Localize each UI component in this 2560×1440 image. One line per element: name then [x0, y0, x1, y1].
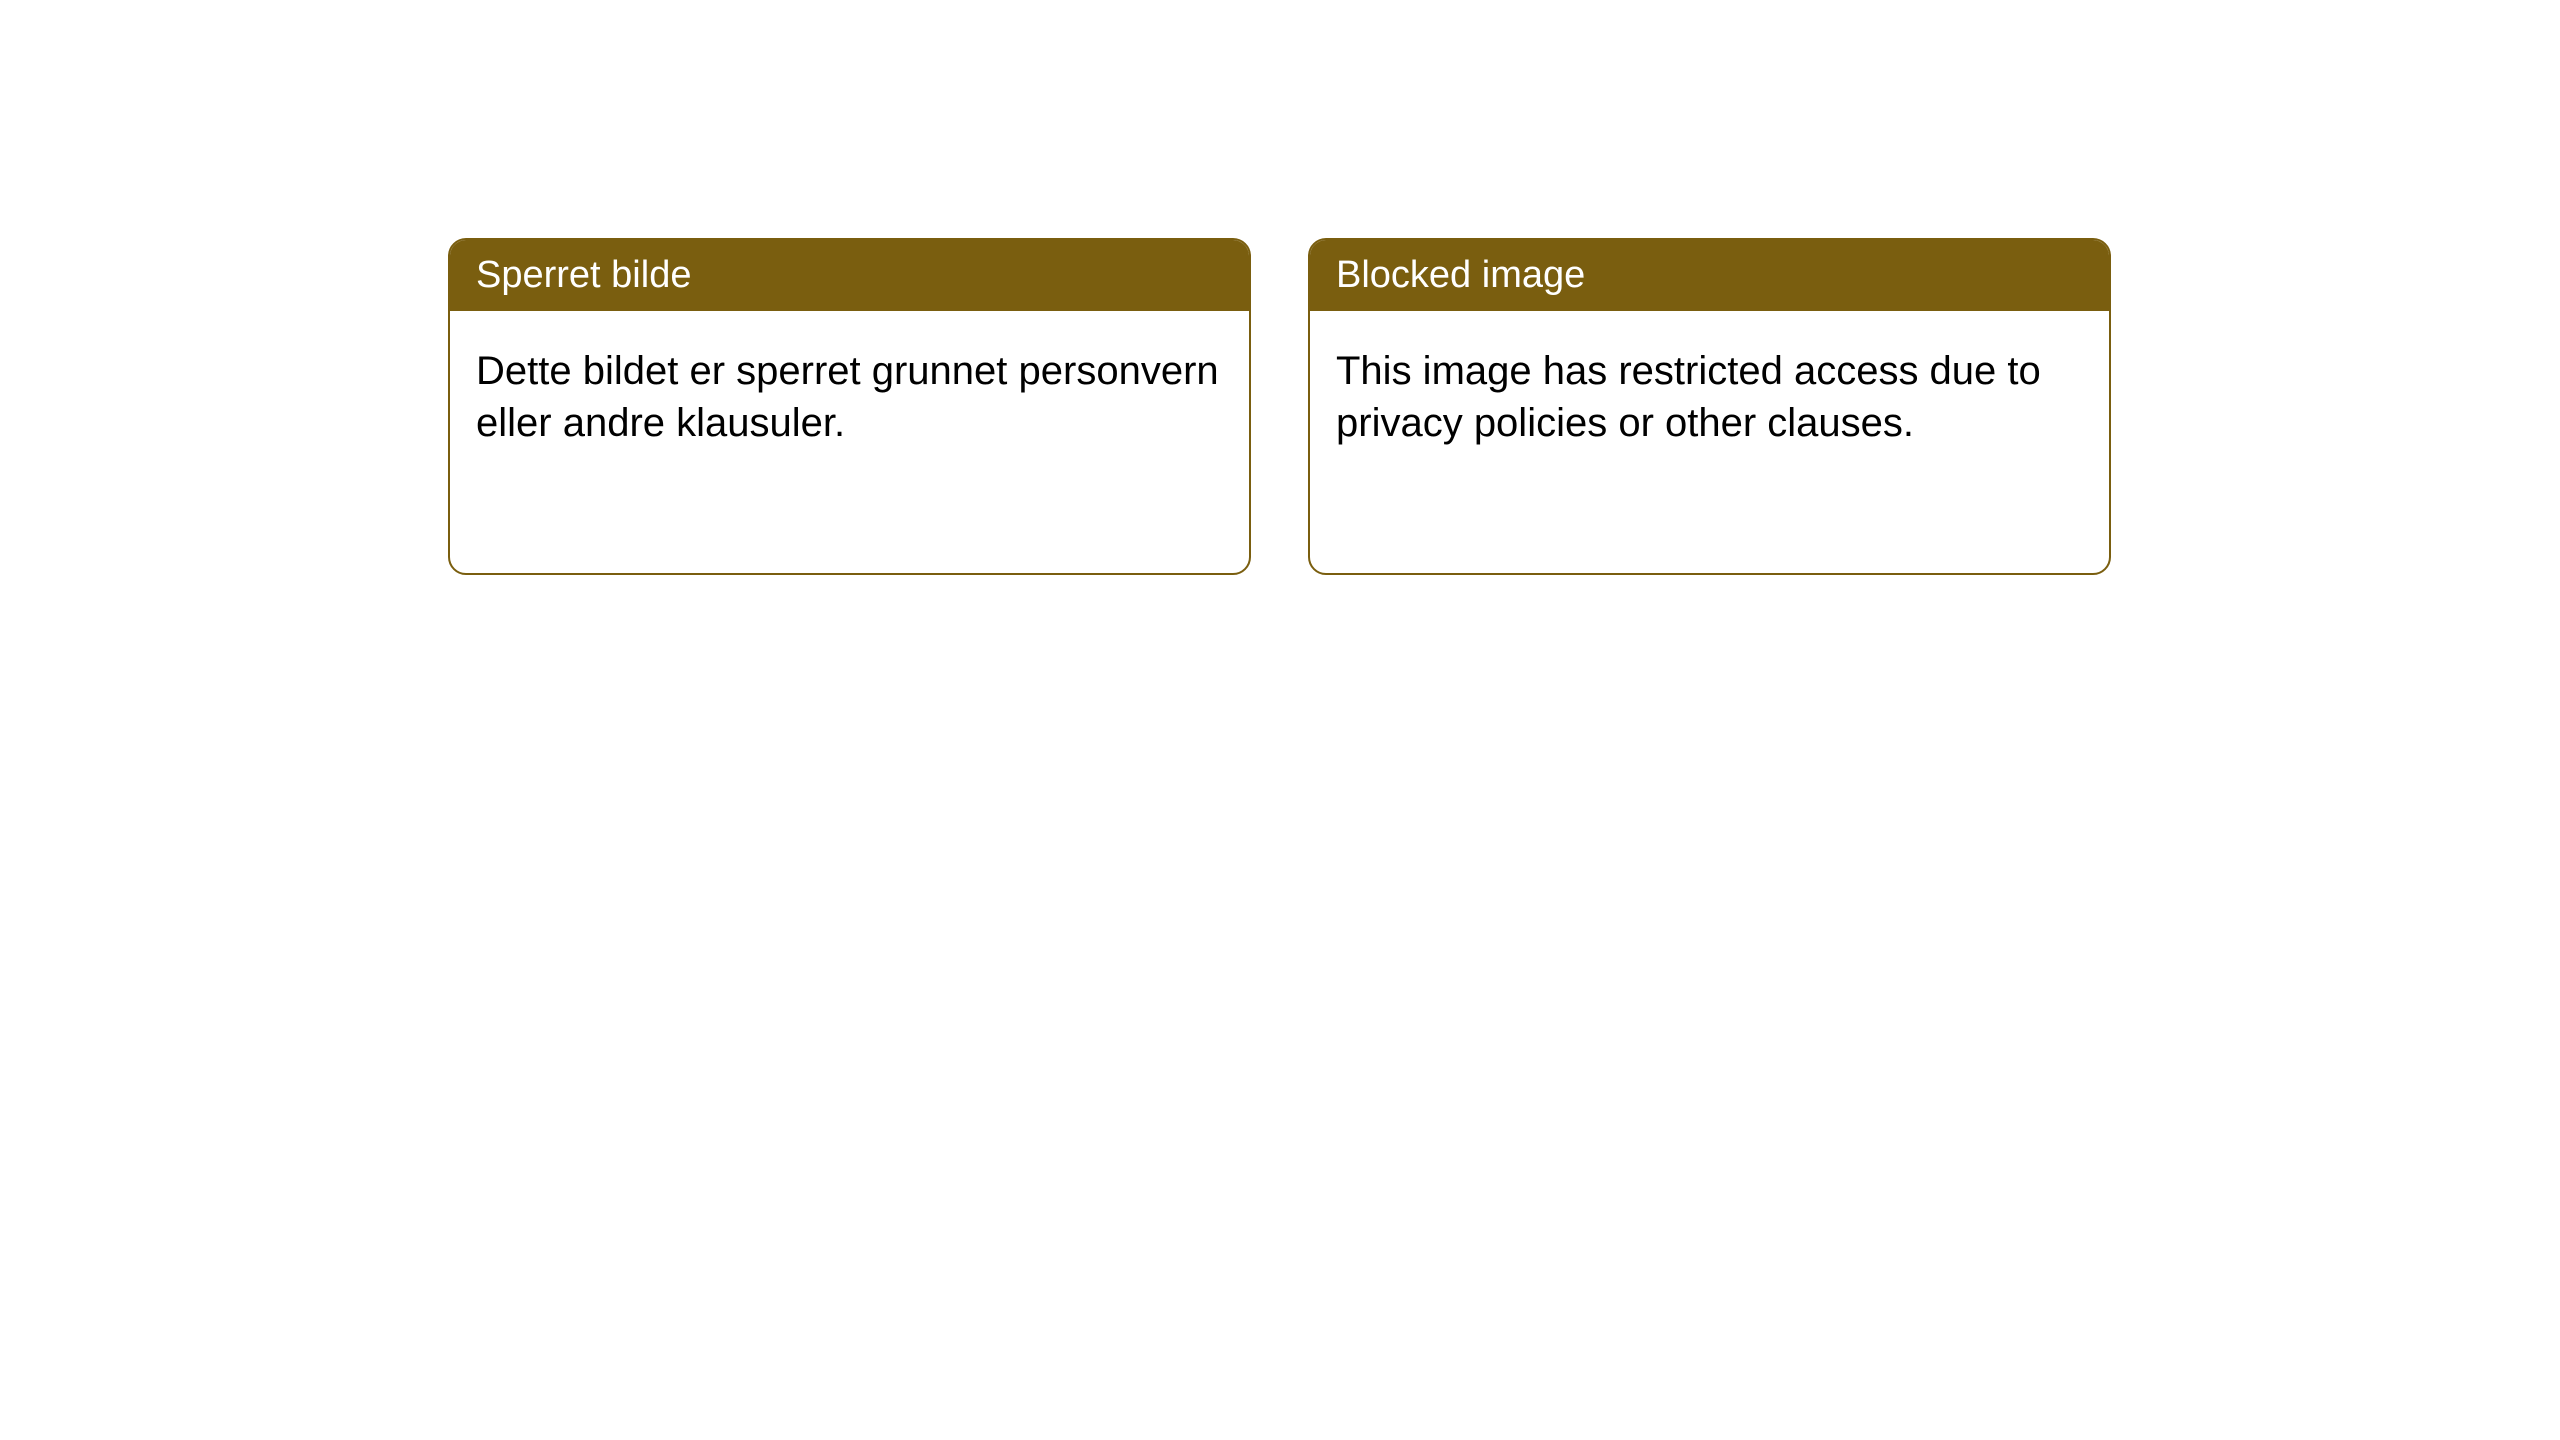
cards-container: Sperret bilde Dette bildet er sperret gr…: [448, 238, 2111, 575]
card-body-text-en: This image has restricted access due to …: [1336, 349, 2041, 445]
card-body-text-no: Dette bildet er sperret grunnet personve…: [476, 349, 1219, 445]
card-body-no: Dette bildet er sperret grunnet personve…: [450, 311, 1249, 483]
card-header-no: Sperret bilde: [450, 240, 1249, 311]
card-title-no: Sperret bilde: [476, 254, 691, 296]
card-header-en: Blocked image: [1310, 240, 2109, 311]
blocked-image-card-en: Blocked image This image has restricted …: [1308, 238, 2111, 575]
blocked-image-card-no: Sperret bilde Dette bildet er sperret gr…: [448, 238, 1251, 575]
card-title-en: Blocked image: [1336, 254, 1585, 296]
card-body-en: This image has restricted access due to …: [1310, 311, 2109, 483]
